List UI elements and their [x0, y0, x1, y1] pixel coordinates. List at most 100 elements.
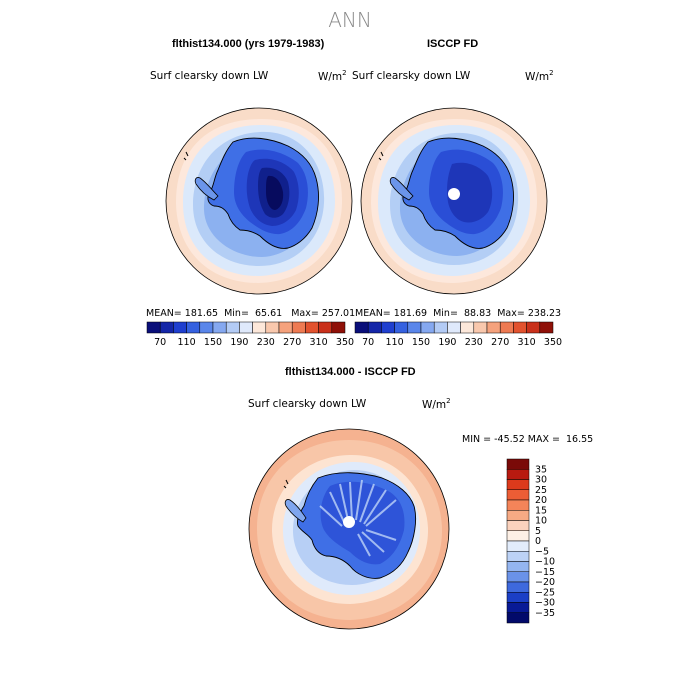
colorbar-tick-label: 350	[544, 337, 562, 348]
diff-colorbar-swatch	[506, 520, 530, 531]
diff-colorbar-swatch	[506, 458, 530, 470]
left-variable-label: Surf clearsky down LW	[150, 70, 269, 82]
colorbar-swatch	[186, 321, 201, 334]
diff-colorbar-swatch	[506, 469, 530, 480]
diff-colorbar-tick-label: −35	[535, 608, 555, 619]
left-colorbar-ticks: 70 110 150 190 230 270 310 350	[154, 337, 354, 348]
diff-colorbar-tick-label: −30	[535, 598, 555, 609]
left-island-marks	[183, 151, 189, 161]
diff-colorbar-tick-label: 35	[535, 464, 547, 475]
colorbar-tick-label: 190	[230, 337, 248, 348]
diff-colorbar-swatch	[506, 540, 530, 552]
right-panel-heading: ISCCP FD	[427, 38, 479, 50]
colorbar-swatch	[159, 321, 174, 334]
diff-colorbar-tick-label: −5	[535, 546, 549, 557]
colorbar-tick-label: 70	[362, 337, 374, 348]
right-peninsula	[389, 177, 414, 201]
right-plateau-2	[447, 162, 493, 223]
diff-colorbar-swatch	[506, 510, 530, 521]
diff-colorbar-swatch	[506, 551, 530, 562]
diff-colorbar-tick-label: 30	[535, 475, 547, 486]
colorbar-swatch	[513, 321, 527, 334]
colorbar-tick-label: 270	[283, 337, 301, 348]
diff-panel-heading: flthist134.000 - ISCCP FD	[285, 366, 416, 378]
diff-variable-label: Surf clearsky down LW	[248, 398, 367, 410]
colorbar-swatch	[239, 321, 253, 334]
left-stats: MEAN= 181.65 Min= 65.61 Max= 257.01	[146, 308, 356, 319]
diff-colorbar-swatch	[506, 602, 530, 613]
diff-colorbar-tick-label: −15	[535, 567, 555, 578]
colorbar-swatch	[305, 321, 319, 334]
diff-interior	[320, 481, 405, 565]
diff-colorbar-swatch	[506, 530, 530, 542]
diff-streaks	[319, 479, 397, 557]
diff-colorbar-swatch	[506, 571, 530, 583]
left-map-border	[165, 107, 353, 295]
colorbar-swatch	[291, 321, 306, 334]
colorbar-swatch	[252, 321, 267, 334]
right-island-marks	[378, 151, 384, 161]
diff-colorbar-swatch	[506, 489, 530, 501]
colorbar-swatch	[394, 321, 409, 334]
colorbar-swatch	[526, 321, 541, 334]
colorbar-tick-label: 150	[204, 337, 222, 348]
diff-colorbar-tick-label: −10	[535, 557, 555, 568]
colorbar-swatch	[146, 321, 161, 334]
left-map	[166, 108, 352, 294]
colorbar-swatch	[173, 321, 187, 334]
diff-colorbar	[506, 458, 530, 624]
colorbar-tick-label: 230	[257, 337, 275, 348]
colorbar-swatch	[447, 321, 461, 334]
colorbar-swatch	[265, 321, 280, 334]
colorbar-swatch	[331, 321, 346, 334]
diff-colorbar-swatch	[506, 479, 530, 490]
diff-peninsula	[284, 499, 307, 523]
diff-units-label: W/m2	[422, 397, 451, 411]
colorbar-tick-label: 190	[438, 337, 456, 348]
colorbar-tick-label: 350	[336, 337, 354, 348]
colorbar-swatch	[499, 321, 514, 334]
right-stats: MEAN= 181.69 Min= 88.83 Max= 238.23	[355, 308, 562, 319]
colorbar-swatch	[381, 321, 395, 334]
colorbar-swatch	[367, 321, 382, 334]
diff-colorbar-swatch	[506, 592, 530, 603]
diff-map-border	[248, 428, 450, 630]
colorbar-tick-label: 310	[310, 337, 328, 348]
colorbar-swatch	[199, 321, 214, 334]
right-units-label: W/m2	[525, 69, 554, 83]
left-peninsula	[194, 177, 219, 201]
colorbar-tick-label: 150	[412, 337, 430, 348]
diff-colorbar-tick-label: 15	[535, 505, 547, 516]
colorbar-swatch	[460, 321, 475, 334]
diff-colorbar-tick-label: 10	[535, 516, 547, 527]
left-panel-heading: flthist134.000 (yrs 1979-1983)	[172, 38, 325, 50]
colorbar-swatch	[407, 321, 422, 334]
diff-map	[249, 429, 449, 629]
diff-colorbar-swatch	[506, 499, 530, 511]
diff-island-marks	[283, 479, 289, 489]
diff-colorbar-tick-label: 25	[535, 485, 547, 496]
colorbar-tick-label: 230	[465, 337, 483, 348]
colorbar-swatch	[420, 321, 435, 334]
diff-colorbar-tick-label: −20	[535, 577, 555, 588]
right-map	[361, 108, 547, 294]
diff-colorbar-tick-label: 20	[535, 495, 547, 506]
colorbar-swatch	[225, 321, 240, 334]
colorbar-tick-label: 110	[386, 337, 404, 348]
colorbar-tick-label: 310	[518, 337, 536, 348]
main-title: ANN	[328, 8, 372, 32]
right-variable-label: Surf clearsky down LW	[352, 70, 471, 82]
diff-minmax: MIN = -45.52 MAX = 16.55	[462, 434, 594, 445]
left-plateau-core	[266, 175, 284, 210]
colorbar-swatch	[318, 321, 333, 334]
colorbar-tick-label: 70	[154, 337, 166, 348]
colorbar-tick-label: 110	[178, 337, 196, 348]
colorbar-swatch	[473, 321, 488, 334]
colorbar-swatch	[486, 321, 501, 334]
right-colorbar	[354, 321, 554, 334]
diff-colorbar-tick-label: 0	[535, 536, 541, 547]
diff-colorbar-swatch	[506, 581, 530, 593]
right-colorbar-ticks: 70 110 150 190 230 270 310 350	[362, 337, 562, 348]
